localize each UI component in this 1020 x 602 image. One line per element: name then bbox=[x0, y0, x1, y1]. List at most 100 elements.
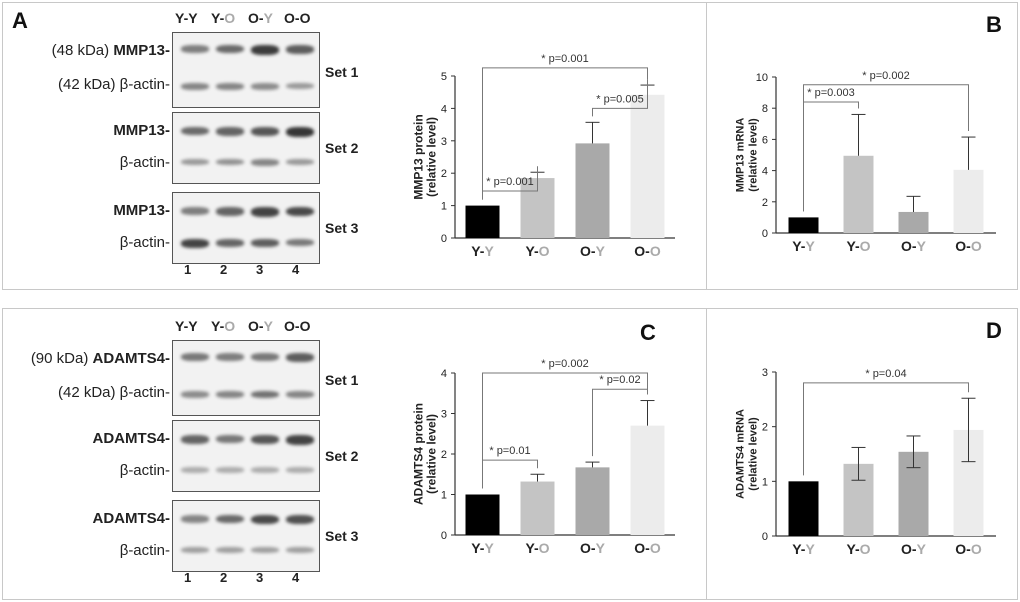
significance-bracket bbox=[592, 79, 648, 117]
bar bbox=[788, 217, 819, 233]
target-name-label: ADAMTS4- bbox=[92, 350, 171, 367]
x-tick-label: O-O bbox=[955, 238, 982, 254]
set-label: Set 1 bbox=[325, 372, 359, 388]
band-actin bbox=[286, 391, 314, 398]
band-actin bbox=[251, 391, 279, 399]
y-axis-label-line: ADAMTS4 protein bbox=[412, 403, 426, 505]
panel-b-frame bbox=[706, 2, 1018, 290]
x-tick-label: Y-O bbox=[525, 540, 549, 556]
target-protein-label: ADAMTS4- bbox=[93, 430, 171, 447]
band-target bbox=[251, 435, 279, 444]
lane-header-right: O bbox=[224, 10, 236, 26]
band-actin bbox=[286, 83, 314, 90]
lane-header-left: O- bbox=[284, 10, 300, 26]
band-actin bbox=[216, 391, 244, 398]
target-name-label: MMP13- bbox=[113, 122, 170, 139]
actin-label: β-actin- bbox=[119, 462, 170, 479]
band-target bbox=[286, 515, 314, 525]
y-axis-label: ADAMTS4 mRNA (relative level) bbox=[735, 409, 760, 499]
significance-bracket bbox=[482, 372, 648, 489]
band-actin bbox=[181, 159, 209, 166]
band-actin bbox=[251, 239, 279, 247]
blot-image-set-1 bbox=[172, 340, 320, 416]
y-axis-label-line: (relative level) bbox=[425, 117, 439, 197]
y-axis-label: MMP13 protein (relative level) bbox=[412, 114, 439, 199]
y-tick-label: 10 bbox=[756, 72, 768, 84]
y-axis-label-line: (relative level) bbox=[748, 118, 760, 192]
set-label: Set 2 bbox=[325, 448, 359, 464]
band-actin bbox=[286, 547, 314, 553]
band-actin bbox=[181, 239, 209, 248]
target-protein-label: MMP13- bbox=[113, 202, 170, 219]
actin-label: (42 kDa) β-actin- bbox=[58, 76, 170, 93]
bar bbox=[630, 94, 665, 239]
y-tick-label: 2 bbox=[762, 197, 768, 209]
chart-adamts4-protein: 0 1 2 3 4 ADAMTS4 protein (relative level) Y-Y Y… bbox=[412, 358, 675, 556]
bar bbox=[630, 425, 665, 535]
x-tick-label: Y-O bbox=[846, 238, 870, 254]
y-tick-label: 3 bbox=[762, 367, 768, 379]
lane-header-right: Y bbox=[188, 318, 198, 334]
lane-number: 4 bbox=[292, 570, 300, 585]
target-name-label: ADAMTS4- bbox=[92, 430, 171, 447]
lane-header-1: Y-Y bbox=[175, 10, 198, 26]
target-kda-label: (90 kDa) bbox=[30, 350, 93, 367]
y-tick-label: 4 bbox=[441, 103, 447, 115]
lane-header-left: O- bbox=[284, 318, 300, 334]
lane-header-right: O bbox=[299, 318, 311, 334]
y-tick-label: 0 bbox=[762, 531, 768, 543]
blot-image-set-1 bbox=[172, 32, 320, 108]
y-axis-label-line: MMP13 mRNA bbox=[735, 118, 747, 193]
band-target bbox=[216, 45, 244, 54]
y-tick-label: 5 bbox=[441, 71, 447, 83]
set-label: Set 1 bbox=[325, 64, 359, 80]
blot-image-set-2 bbox=[172, 420, 320, 492]
lane-header-3: O-Y bbox=[248, 10, 273, 26]
x-tick-label: Y-Y bbox=[792, 541, 815, 557]
y-axis-label: ADAMTS4 protein (relative level) bbox=[412, 403, 439, 505]
band-target bbox=[181, 353, 209, 361]
band-target bbox=[216, 435, 244, 443]
y-tick-label: 2 bbox=[441, 168, 447, 180]
x-tick-label: O-Y bbox=[580, 243, 606, 259]
band-target bbox=[181, 127, 209, 136]
lane-header-right: Y bbox=[263, 318, 273, 334]
lane-header-right: O bbox=[224, 318, 236, 334]
band-actin bbox=[251, 467, 279, 473]
lane-header-4: O-O bbox=[284, 318, 310, 334]
blot-image-set-3 bbox=[172, 500, 320, 572]
band-target bbox=[181, 207, 209, 215]
target-name-label: ADAMTS4- bbox=[92, 510, 171, 527]
y-tick-label: 0 bbox=[441, 530, 447, 542]
chart-adamts4-mrna: 0 1 2 3 ADAMTS4 mRNA (relative level) Y-Y Y-O O-… bbox=[735, 367, 996, 557]
lane-header-left: O- bbox=[248, 318, 264, 334]
x-tick-label: Y-Y bbox=[471, 243, 494, 259]
y-tick-label: 3 bbox=[441, 136, 447, 148]
significance-bracket bbox=[803, 382, 969, 476]
significance-label: * p=0.002 bbox=[862, 70, 909, 82]
significance-bracket bbox=[803, 84, 969, 212]
significance-bracket bbox=[482, 67, 648, 200]
significance-label: * p=0.002 bbox=[541, 358, 588, 370]
actin-label: β-actin- bbox=[119, 234, 170, 251]
y-tick-label: 1 bbox=[441, 490, 447, 502]
significance-label: * p=0.001 bbox=[486, 176, 533, 188]
band-target bbox=[251, 515, 279, 525]
significance-label: * p=0.003 bbox=[807, 87, 854, 99]
y-tick-label: 3 bbox=[441, 409, 447, 421]
lane-header-2: Y-O bbox=[211, 10, 235, 26]
lane-number: 1 bbox=[184, 570, 192, 585]
set-label: Set 3 bbox=[325, 220, 359, 236]
band-target bbox=[286, 435, 314, 445]
lane-header-left: Y- bbox=[211, 10, 225, 26]
chart-mmp13-mrna: 0 2 4 6 8 10 MMP13 mRNA (relative level) Y-Y Y-O O… bbox=[735, 70, 996, 254]
band-actin bbox=[251, 159, 279, 166]
x-tick-label: O-O bbox=[634, 243, 661, 259]
bar bbox=[465, 205, 500, 238]
lane-header-1: Y-Y bbox=[175, 318, 198, 334]
lane-header-left: Y- bbox=[211, 318, 225, 334]
bar bbox=[898, 211, 929, 233]
y-axis-label-line: MMP13 protein bbox=[412, 114, 426, 199]
lane-header-3: O-Y bbox=[248, 318, 273, 334]
bar bbox=[575, 143, 610, 238]
